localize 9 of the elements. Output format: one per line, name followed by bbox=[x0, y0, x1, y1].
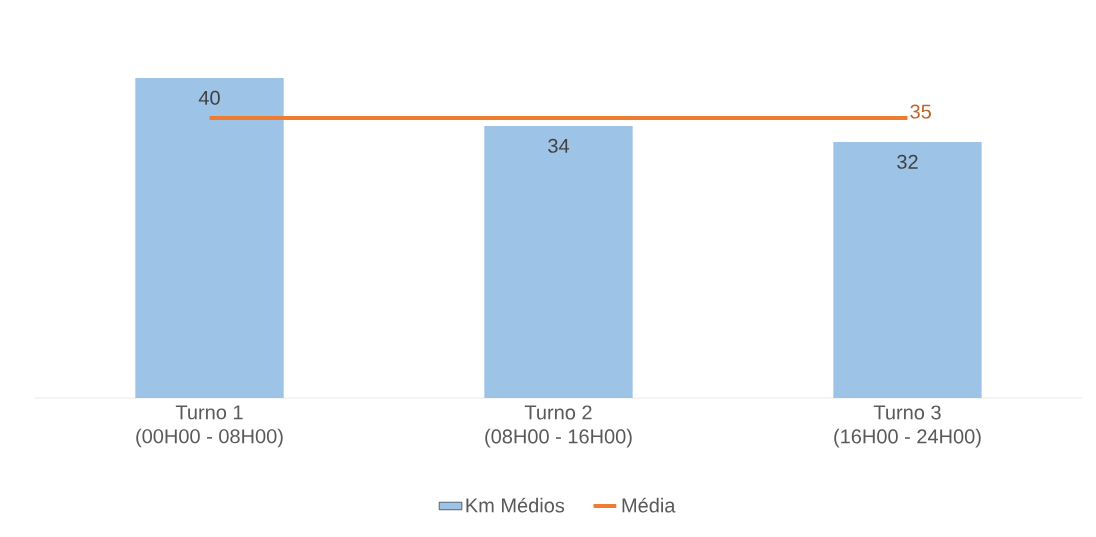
legend-label: Média bbox=[622, 497, 676, 513]
x-tick-label: Turno 3 (16H00 - 24H00) bbox=[834, 405, 981, 448]
x-tick-label: Turno 1 (00H00 - 08H00) bbox=[136, 405, 283, 448]
data-label: 35 bbox=[910, 104, 931, 119]
data-label: 40 bbox=[198, 90, 220, 105]
legend-label: Km Médios bbox=[466, 497, 565, 513]
data-label: 32 bbox=[897, 154, 918, 169]
data-label: 34 bbox=[548, 138, 570, 153]
x-tick-label: Turno 2 (08H00 - 16H00) bbox=[485, 405, 632, 448]
